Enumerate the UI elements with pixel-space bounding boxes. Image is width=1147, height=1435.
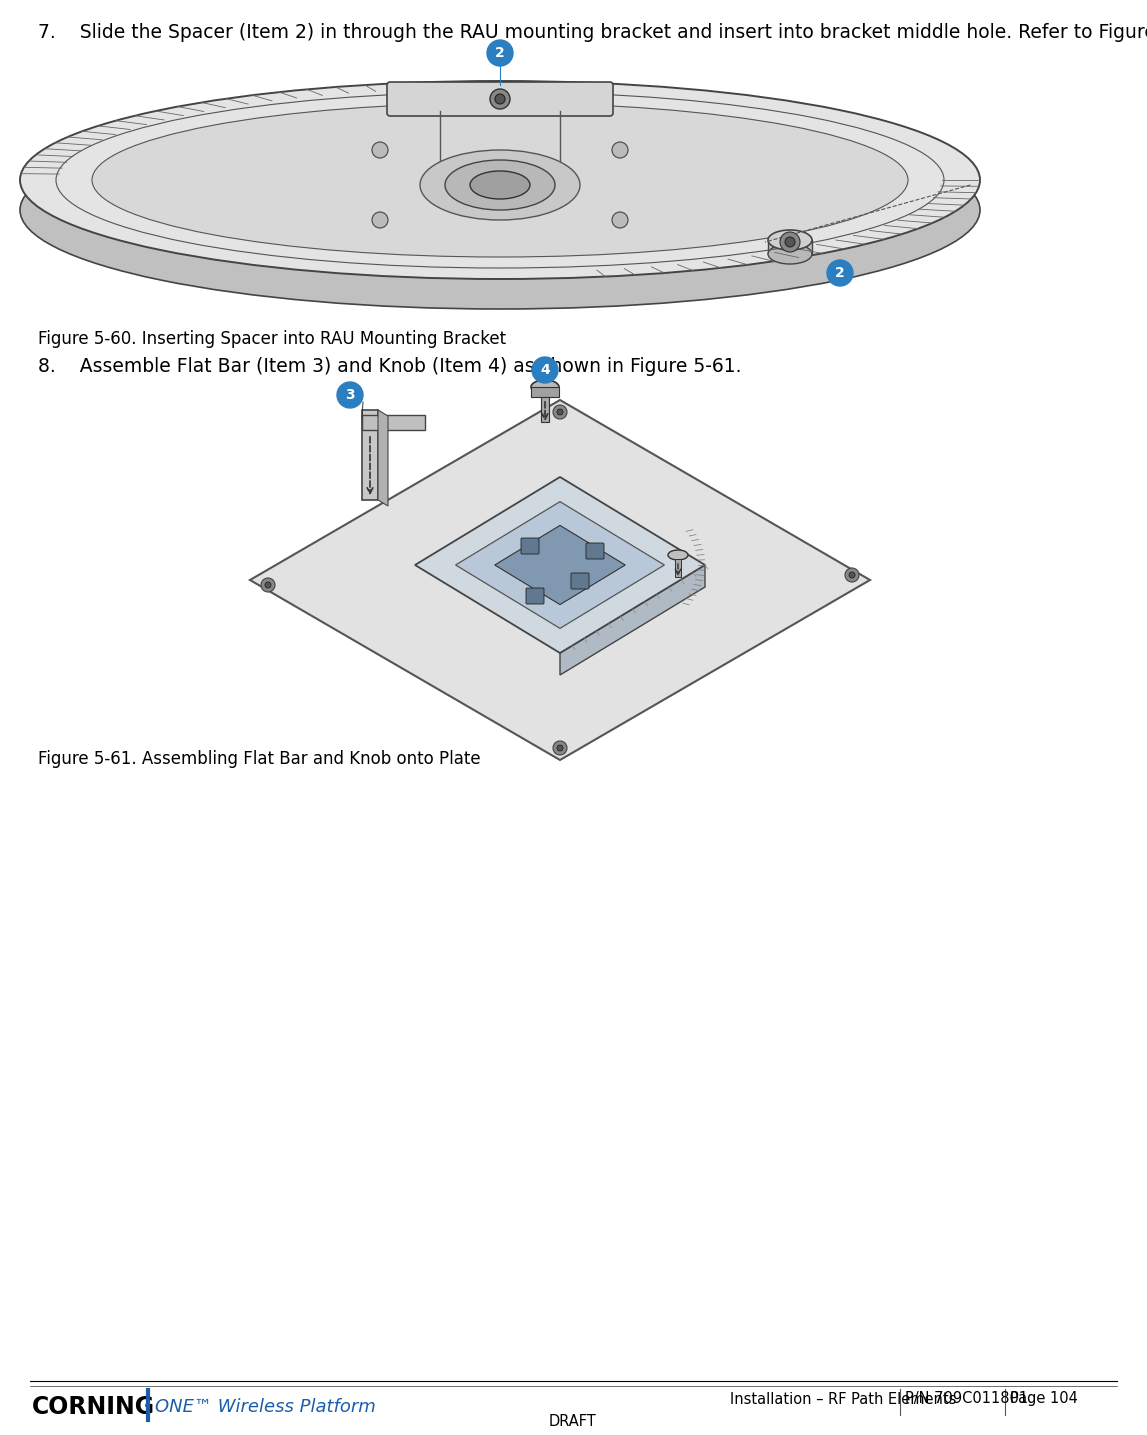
Circle shape <box>372 212 388 228</box>
Polygon shape <box>362 410 379 499</box>
FancyBboxPatch shape <box>586 542 604 560</box>
Circle shape <box>612 212 629 228</box>
Polygon shape <box>250 400 871 761</box>
Circle shape <box>337 382 362 408</box>
FancyBboxPatch shape <box>571 573 590 588</box>
Circle shape <box>827 260 853 286</box>
Polygon shape <box>531 387 559 397</box>
Text: P/N 709C011801: P/N 709C011801 <box>905 1392 1028 1406</box>
Circle shape <box>553 740 567 755</box>
Ellipse shape <box>768 244 812 264</box>
Ellipse shape <box>420 151 580 220</box>
Circle shape <box>557 409 563 415</box>
Text: Figure 5-61. Assembling Flat Bar and Knob onto Plate: Figure 5-61. Assembling Flat Bar and Kno… <box>38 751 481 768</box>
Ellipse shape <box>92 103 908 257</box>
Polygon shape <box>560 565 705 674</box>
Polygon shape <box>455 502 664 629</box>
Polygon shape <box>541 397 549 422</box>
Text: Installation – RF Path Elements: Installation – RF Path Elements <box>729 1392 957 1406</box>
Circle shape <box>780 232 799 253</box>
Polygon shape <box>768 240 812 254</box>
Text: 8.    Assemble Flat Bar (Item 3) and Knob (Item 4) as shown in Figure 5-61.: 8. Assemble Flat Bar (Item 3) and Knob (… <box>38 357 741 376</box>
Ellipse shape <box>19 110 980 309</box>
Text: ONE™ Wireless Platform: ONE™ Wireless Platform <box>155 1398 376 1416</box>
Ellipse shape <box>668 550 688 560</box>
Ellipse shape <box>470 171 530 199</box>
Text: Page 104: Page 104 <box>1011 1392 1078 1406</box>
Text: CORNING: CORNING <box>32 1395 155 1419</box>
Text: 2: 2 <box>835 265 845 280</box>
Circle shape <box>785 237 795 247</box>
Circle shape <box>262 578 275 593</box>
Polygon shape <box>415 476 705 653</box>
Circle shape <box>487 40 513 66</box>
Ellipse shape <box>445 159 555 210</box>
FancyBboxPatch shape <box>526 588 544 604</box>
Text: 2: 2 <box>496 46 505 60</box>
Text: 4: 4 <box>540 363 549 377</box>
Circle shape <box>553 405 567 419</box>
Text: 7.    Slide the Spacer (Item 2) in through the RAU mounting bracket and insert i: 7. Slide the Spacer (Item 2) in through … <box>38 23 1147 42</box>
Circle shape <box>612 142 629 158</box>
FancyBboxPatch shape <box>387 82 612 116</box>
Polygon shape <box>379 410 388 507</box>
Circle shape <box>265 583 271 588</box>
Text: 3: 3 <box>345 387 354 402</box>
Circle shape <box>849 573 855 578</box>
Circle shape <box>490 89 510 109</box>
Polygon shape <box>362 415 426 430</box>
Circle shape <box>532 357 557 383</box>
Text: DRAFT: DRAFT <box>549 1413 596 1428</box>
Text: Figure 5-60. Inserting Spacer into RAU Mounting Bracket: Figure 5-60. Inserting Spacer into RAU M… <box>38 330 506 349</box>
Circle shape <box>372 142 388 158</box>
Circle shape <box>496 95 505 103</box>
Polygon shape <box>494 525 625 604</box>
Circle shape <box>557 745 563 751</box>
Circle shape <box>845 568 859 583</box>
Polygon shape <box>674 560 681 577</box>
Ellipse shape <box>19 80 980 278</box>
Ellipse shape <box>531 380 559 395</box>
FancyBboxPatch shape <box>521 538 539 554</box>
Ellipse shape <box>768 230 812 250</box>
